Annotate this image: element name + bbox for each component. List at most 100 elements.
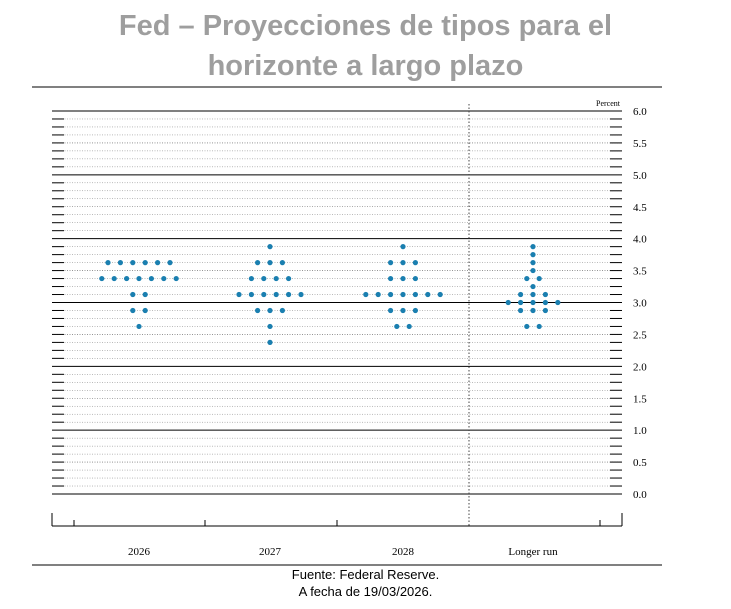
projection-dot [400, 260, 406, 266]
projection-dot [136, 323, 142, 330]
y-tick-label: 1.0 [633, 425, 647, 437]
projection-dot [400, 307, 406, 314]
projection-dot [363, 291, 369, 298]
y-tick-label: 3.0 [633, 298, 647, 310]
projection-dot [542, 299, 549, 306]
projection-dot [388, 260, 394, 266]
projection-dot [248, 275, 254, 282]
source-note: Fuente: Federal Reserve. [291, 567, 440, 582]
projection-dot [530, 260, 536, 266]
projection-dot [530, 283, 536, 290]
y-tick-label: 2.0 [633, 361, 647, 373]
projection-dot [167, 260, 173, 266]
projection-dot [518, 299, 524, 306]
y-tick-label: 5.0 [633, 170, 647, 182]
projection-dot [267, 323, 273, 330]
projection-dot [412, 260, 418, 266]
projection-dot [267, 260, 273, 266]
projection-dot [530, 252, 536, 258]
projection-dot [261, 275, 267, 282]
chart-footer: Fuente: Federal Reserve. A fecha de 19/0… [0, 566, 731, 600]
projection-dot [530, 244, 536, 250]
projection-dot [142, 260, 148, 266]
projection-dot [148, 275, 154, 282]
projection-dot [261, 291, 267, 298]
x-category-label: 2026 [128, 546, 151, 558]
projection-dot [518, 291, 524, 298]
projection-dot [130, 291, 136, 298]
x-category-label: 2027 [259, 546, 282, 558]
projection-dot [279, 307, 285, 314]
projection-dot [173, 275, 179, 282]
projection-dot [273, 275, 279, 282]
projection-dot [161, 275, 167, 282]
projection-dot [400, 291, 406, 298]
projection-dot [136, 275, 142, 282]
projection-dot [124, 275, 130, 282]
y-axis-label: Percent [596, 99, 621, 108]
projection-dot [248, 291, 254, 298]
projection-dot [117, 260, 123, 266]
projection-dot [99, 275, 105, 282]
projection-dot [555, 299, 561, 306]
projection-dot [406, 323, 412, 330]
y-tick-label: 6.0 [633, 106, 647, 118]
projection-dot [267, 307, 273, 314]
y-tick-label: 1.5 [633, 393, 647, 405]
projection-dot [536, 275, 542, 282]
projection-dot [130, 260, 136, 266]
chart-title-line-2: horizonte a largo plazo [207, 50, 524, 82]
projection-dot [273, 291, 279, 298]
projection-dot [542, 307, 549, 314]
y-tick-label: 3.5 [633, 266, 647, 278]
projection-dot [255, 307, 261, 314]
projection-dot [400, 275, 406, 282]
projection-dot [412, 291, 418, 298]
projection-dot [530, 267, 536, 274]
y-tick-label: 4.0 [633, 234, 647, 246]
projection-dot [111, 275, 117, 282]
projection-dot [155, 260, 161, 266]
projection-dot [388, 291, 394, 298]
projection-dot [142, 291, 148, 298]
projection-dot [267, 339, 273, 345]
y-tick-label: 2.5 [633, 329, 647, 341]
projection-dot [542, 291, 549, 298]
projection-dot [524, 275, 530, 282]
y-tick-label: 4.5 [633, 202, 647, 214]
projection-dot [518, 307, 524, 314]
y-tick-label: 0.5 [633, 457, 647, 469]
projection-dot [286, 275, 292, 282]
projection-dot [530, 299, 536, 306]
y-tick-label: 5.5 [633, 138, 647, 150]
chart-title: Fed – Proyecciones de tipos para el hori… [0, 6, 731, 86]
projection-dot [530, 291, 536, 298]
date-note: A fecha de 19/03/2026. [298, 584, 433, 599]
projection-dot [425, 291, 431, 298]
projection-dot [142, 307, 148, 314]
projection-dot [388, 275, 394, 282]
projection-dot [505, 299, 511, 306]
projection-dot [105, 260, 111, 266]
projection-dot [530, 307, 536, 314]
projection-dot [279, 260, 285, 266]
projection-dot [400, 244, 406, 250]
x-category-label: 2028 [392, 546, 415, 558]
projection-dot [524, 323, 530, 330]
projection-dot [412, 307, 418, 314]
projection-dot [375, 291, 381, 298]
chart-title-line-1: Fed – Proyecciones de tipos para el [118, 10, 613, 42]
projection-dot [286, 291, 292, 298]
projection-dot [394, 323, 400, 330]
projection-dot [412, 275, 418, 282]
projection-dot [298, 291, 304, 298]
projection-dot [437, 291, 443, 298]
projection-dot [388, 307, 394, 314]
projection-dot [130, 307, 136, 314]
x-category-label: Longer run [508, 546, 558, 558]
y-tick-label: 0.0 [633, 489, 647, 501]
projection-dot [236, 291, 242, 298]
projection-dot [267, 244, 273, 250]
projection-dot [536, 323, 542, 330]
